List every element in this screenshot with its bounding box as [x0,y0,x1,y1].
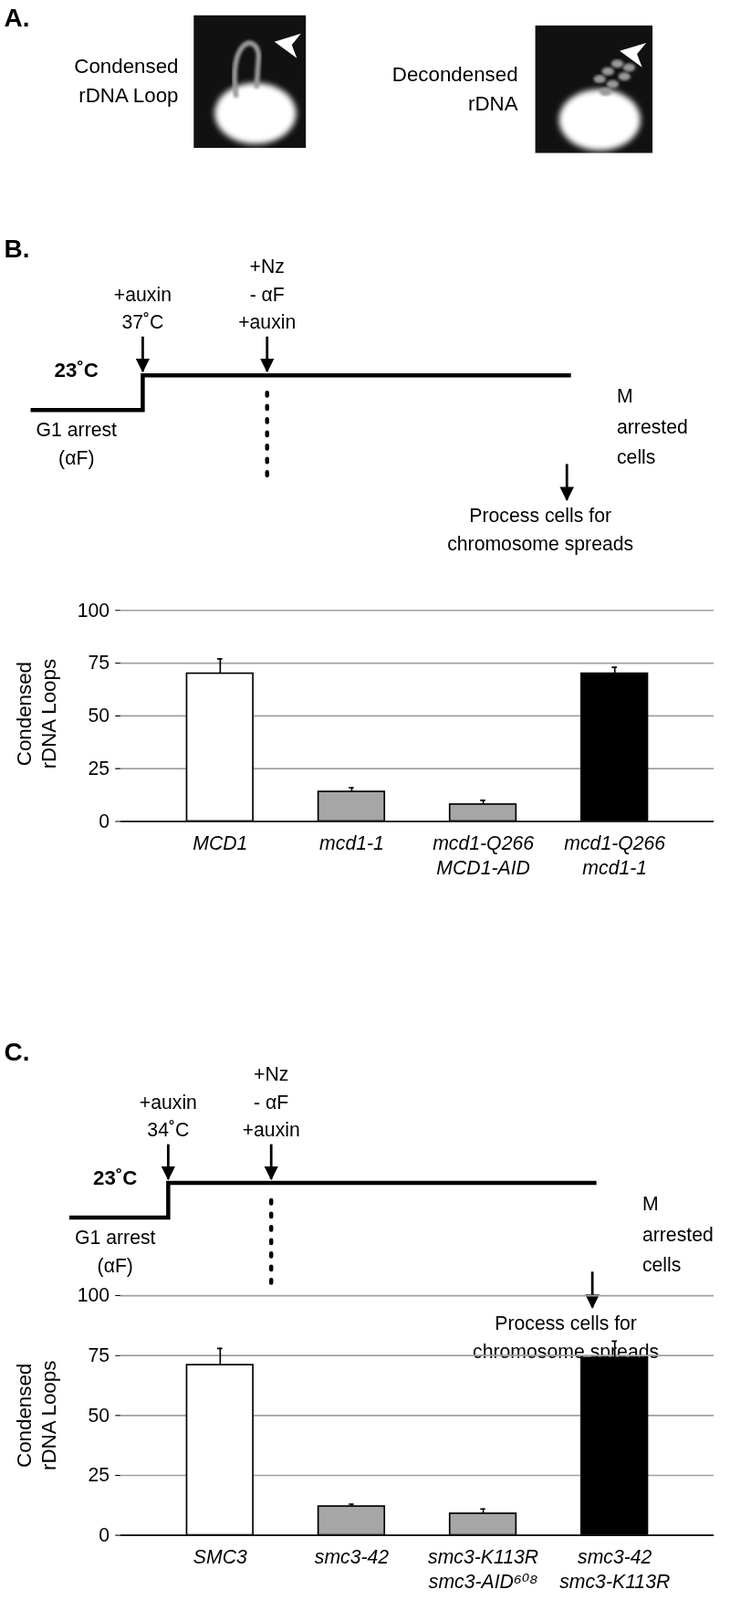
svg-text:0: 0 [98,1523,110,1545]
svg-text:34˚C: 34˚C [146,1118,189,1140]
html-text:chromosome spreads: chromosome spreads [472,1340,659,1362]
svg-text:C.: C. [3,1037,30,1066]
svg-text:+Nz: +Nz [253,1063,289,1085]
svg-text:smc3-42: smc3-42 [314,1545,390,1567]
svg-text:25: 25 [88,1463,111,1485]
svg-text:37˚C: 37˚C [121,311,164,333]
svg-text:mcd1-Q266MCD1-AID: mcd1-Q266MCD1-AID [432,832,534,879]
svg-text:Process cells forchromosome sp: Process cells forchromosome spreads [447,504,634,555]
svg-text:mcd1-1: mcd1-1 [319,832,385,854]
svg-text:50: 50 [88,704,111,726]
svg-text:23˚C: 23˚C [54,358,99,382]
svg-text:+auxin: +auxin [114,283,172,305]
svg-text:Marrestedcells: Marrestedcells [616,385,689,468]
svg-text:DecondensedrDNA: DecondensedrDNA [392,62,519,115]
svg-text:25: 25 [88,757,111,779]
svg-text:A.: A. [3,3,30,32]
svg-text:- αF: - αF [250,283,285,305]
svg-text:G1 arrest(αF): G1 arrest(αF) [74,1226,157,1277]
html-text:Process cells for: Process cells for [494,1312,637,1334]
svg-text:+auxin: +auxin [238,311,296,333]
svg-text:CondensedrDNA Loops: CondensedrDNA Loops [12,1360,62,1471]
svg-text:75: 75 [88,651,111,673]
svg-text:CondensedrDNA Loop: CondensedrDNA Loop [73,54,178,106]
svg-text:+auxin: +auxin [242,1118,301,1140]
svg-text:+Nz: +Nz [250,255,285,277]
svg-text:Marrestedcells: Marrestedcells [642,1192,714,1275]
svg-text:B.: B. [3,234,30,263]
svg-text:- αF: - αF [253,1091,289,1113]
svg-text:smc3-42smc3-K113R: smc3-42smc3-K113R [559,1545,670,1593]
svg-text:+auxin: +auxin [139,1091,198,1113]
svg-text:CondensedrDNA Loops: CondensedrDNA Loops [12,658,62,769]
svg-text:75: 75 [88,1344,111,1366]
svg-text:23˚C: 23˚C [93,1166,137,1189]
svg-text:smc3-K113Rsmc3-AID⁶⁰⁸: smc3-K113Rsmc3-AID⁶⁰⁸ [427,1545,539,1593]
svg-text:100: 100 [77,1283,110,1305]
svg-text:G1 arrest(αF): G1 arrest(αF) [36,418,118,470]
svg-text:SMC3: SMC3 [193,1545,248,1567]
svg-text:0: 0 [98,810,110,832]
svg-text:mcd1-Q266mcd1-1: mcd1-Q266mcd1-1 [563,832,666,879]
svg-text:50: 50 [88,1404,111,1426]
svg-text:MCD1: MCD1 [192,832,248,854]
svg-text:100: 100 [77,599,110,621]
